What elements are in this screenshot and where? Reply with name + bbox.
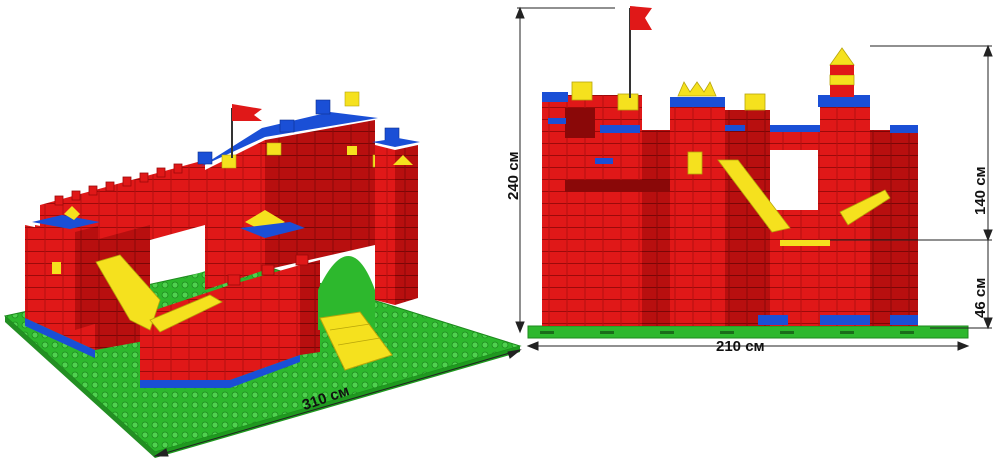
iso-flag [232,104,262,121]
wall-height-label: 140 см [972,166,989,215]
front-width-label: 210 см [716,338,765,355]
iso-central-keep [205,140,265,290]
iso-right-tower [375,145,395,305]
front-stairs [717,159,791,233]
total-height-label: 240 см [505,151,522,200]
front-elevation [515,6,993,351]
iso-dimension-line [153,349,522,457]
iso-drawbridge [319,311,393,371]
iso-left-tower [35,225,75,330]
iso-front-wall [140,265,300,380]
front-window [770,150,818,210]
front-center-keep [670,100,725,326]
iso-stairs-left [95,254,161,331]
isometric-castle [3,91,522,458]
iso-gate-arch [318,256,375,330]
gate-height-label: 46 см [972,277,989,318]
front-dimension-lines [515,6,993,351]
front-flag [630,6,652,30]
